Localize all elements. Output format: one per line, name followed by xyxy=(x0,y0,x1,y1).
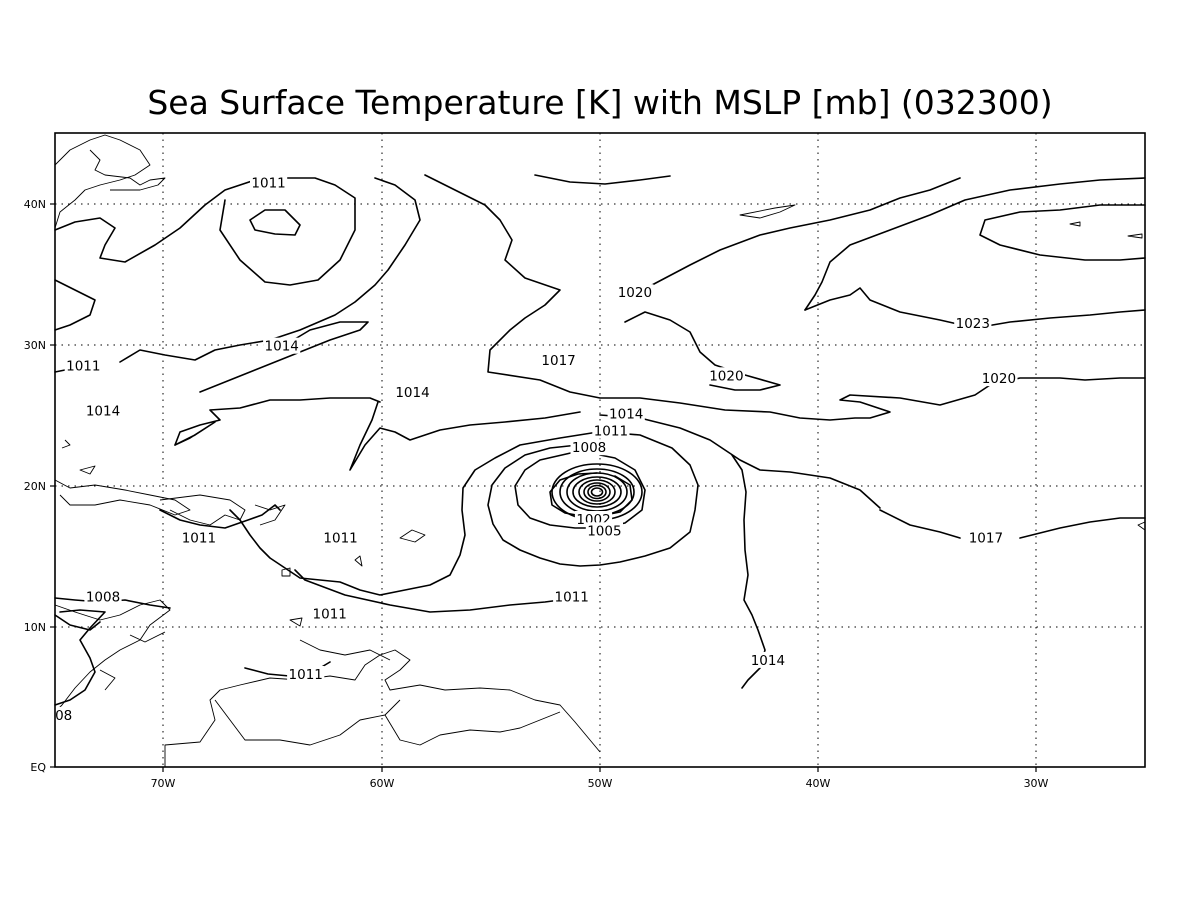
contour-label-background xyxy=(322,529,360,546)
contour-label-background xyxy=(287,666,325,682)
contour-label: 1008 xyxy=(572,440,606,456)
contour-label: 1005 xyxy=(587,523,621,539)
contour-label-background xyxy=(84,588,122,605)
contour-label-background xyxy=(64,357,102,374)
contour-label-background xyxy=(311,605,349,622)
contour-label: 1017 xyxy=(541,353,575,369)
north-america-coast xyxy=(54,134,151,229)
contour-label: 1014 xyxy=(86,404,120,420)
contour-label: 1017 xyxy=(969,530,1003,546)
contour-label: 1011 xyxy=(289,667,323,683)
contour-label: 1014 xyxy=(751,653,785,669)
contour-label-background xyxy=(954,315,992,332)
lat-tick-label: EQ xyxy=(30,761,46,774)
lat-tick-label: 10N xyxy=(24,621,46,634)
contour-label-background xyxy=(180,529,218,546)
contour-label-background xyxy=(592,422,630,439)
lon-tick-label: 40W xyxy=(806,777,831,790)
contour-label: 1014 xyxy=(265,339,299,355)
contour-label-background xyxy=(263,337,301,354)
hispaniola-coast xyxy=(54,479,191,516)
contour-label-background xyxy=(393,384,432,401)
contour-label: 1011 xyxy=(251,175,285,191)
contour-label-background xyxy=(980,370,1018,387)
map-title: Sea Surface Temperature [K] with MSLP [m… xyxy=(147,83,1052,122)
contour-label: 1011 xyxy=(313,606,347,622)
lon-tick-label: 50W xyxy=(588,777,613,790)
lon-tick-label: 30W xyxy=(1024,777,1049,790)
lon-tick-label: 70W xyxy=(151,777,176,790)
coastlines xyxy=(54,134,1146,767)
contour-label-background xyxy=(250,174,288,191)
contour-label-background xyxy=(585,522,623,539)
contour-label: 1020 xyxy=(982,371,1016,387)
contour-label-background xyxy=(749,651,787,668)
south-america-coast xyxy=(54,599,171,713)
lat-tick-label: 20N xyxy=(24,480,46,493)
contour-label-background xyxy=(540,351,578,368)
contour-label: 08 xyxy=(55,708,72,724)
contour-label-background xyxy=(553,588,591,605)
contour-label: 1020 xyxy=(709,368,743,384)
contour-label: 1011 xyxy=(66,359,100,375)
contour-label: 1011 xyxy=(594,423,628,439)
contour-label: 1014 xyxy=(395,385,429,401)
contour-label-background xyxy=(616,284,654,301)
lon-tick-label: 60W xyxy=(370,777,395,790)
contour-label: 1020 xyxy=(618,285,652,301)
contour-label: 1011 xyxy=(323,530,357,546)
contour-label: 1011 xyxy=(182,530,216,546)
contour-label: 1014 xyxy=(609,406,643,422)
axes: 70W 60W 50W 40W 30W EQ 10N 20N 30N 40N xyxy=(24,132,1146,790)
lat-tick-label: 30N xyxy=(24,339,46,352)
contour-label-background xyxy=(53,706,74,723)
contour-label-background xyxy=(967,529,1005,546)
contour-label-background xyxy=(570,439,608,456)
lat-tick-label: 40N xyxy=(24,198,46,211)
contour-label: 1011 xyxy=(555,590,589,606)
contour-label-background xyxy=(84,402,122,419)
contour-label: 1008 xyxy=(86,590,120,606)
contour-label-background xyxy=(707,367,745,384)
contour-label-background xyxy=(607,405,645,422)
isobars xyxy=(54,174,1146,706)
contour-label: 1023 xyxy=(956,316,990,332)
